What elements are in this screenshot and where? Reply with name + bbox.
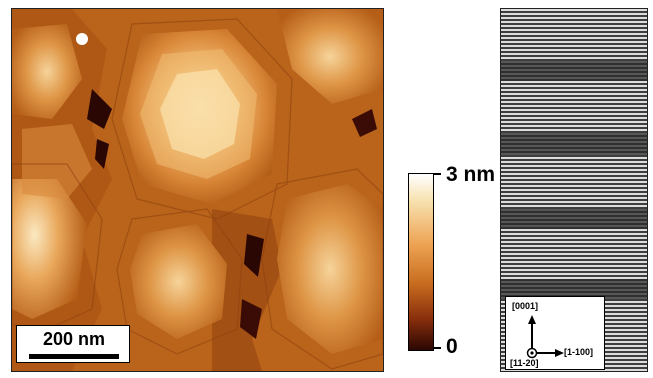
scale-bar-line — [29, 354, 119, 359]
axis-arrows-icon — [506, 297, 606, 371]
colorbar-min-label: 0 — [446, 335, 458, 359]
afm-height-image — [11, 8, 384, 372]
height-colorbar — [408, 173, 434, 351]
colorbar-max-label: 3 nm — [446, 163, 495, 187]
crystal-axes-inset: [0001] [1-100] [11-20] — [505, 296, 605, 370]
scale-bar-label: 200 nm — [17, 329, 131, 350]
colorbar-tick-min — [433, 347, 441, 349]
afm-topography — [12, 9, 383, 371]
colorbar-tick-max — [433, 173, 441, 175]
scale-bar: 200 nm — [16, 325, 130, 363]
